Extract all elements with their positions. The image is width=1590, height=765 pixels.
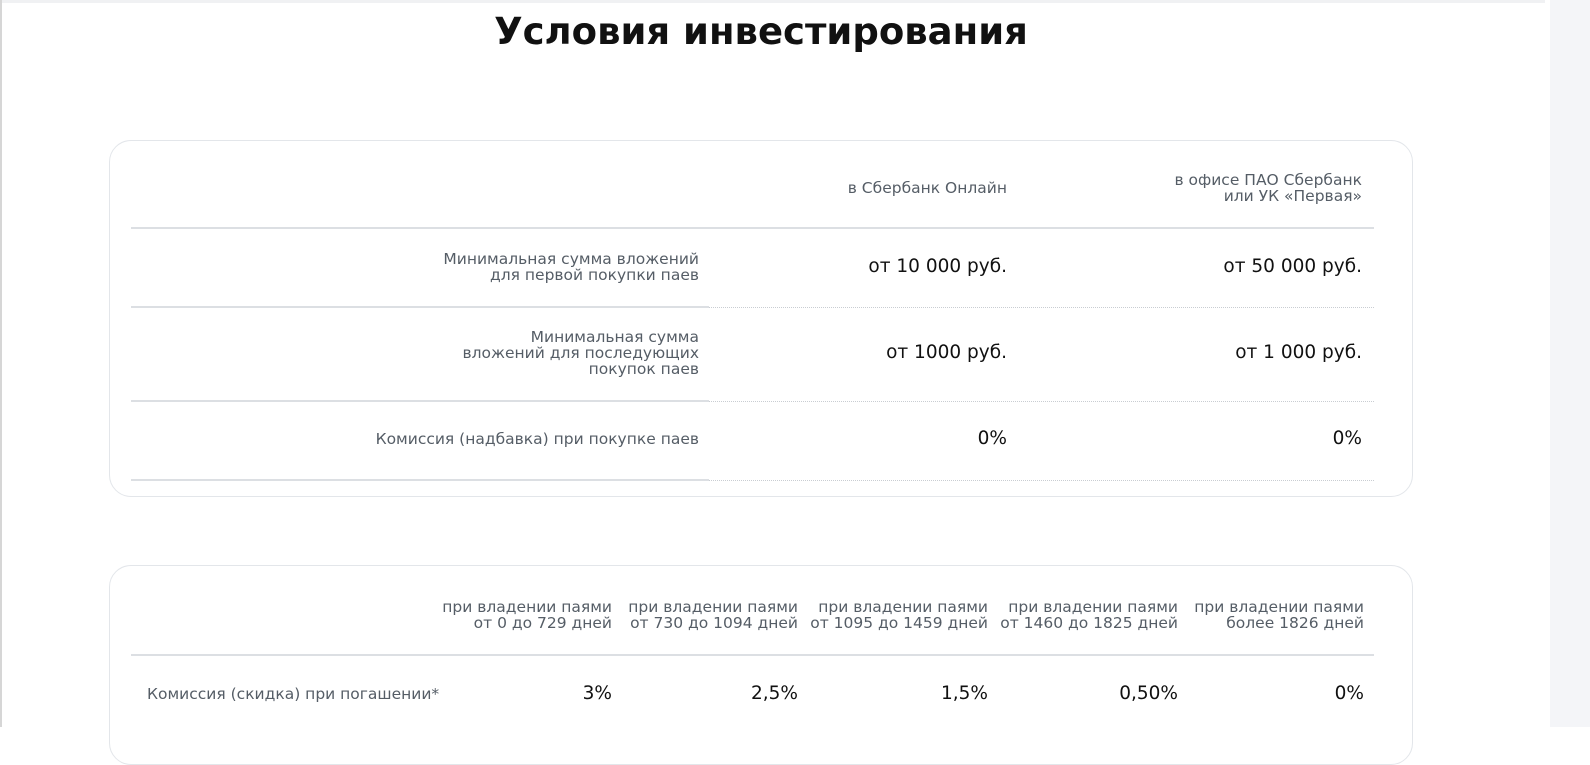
row-divider <box>131 306 709 308</box>
column-header-730-1094-days: при владении паями от 730 до 1094 дней <box>628 598 798 632</box>
row-label-purchase-fee: Комиссия (надбавка) при покупке паев <box>375 430 699 448</box>
column-header-over-1826-days: при владении паями более 1826 дней <box>1194 598 1364 632</box>
value-redemption-fee-730-1094: 2,5% <box>751 683 798 704</box>
row-divider-dotted <box>709 480 1374 481</box>
value-min-subsequent-office: от 1 000 руб. <box>1235 342 1362 363</box>
value-min-first-online: от 10 000 руб. <box>868 256 1007 277</box>
value-redemption-fee-1095-1459: 1,5% <box>941 683 988 704</box>
row-divider-dotted <box>709 401 1374 402</box>
redemption-conditions-card: при владении паями от 0 до 729 дней при … <box>109 565 1413 765</box>
row-label-min-first-purchase: Минимальная сумма вложений для первой по… <box>443 250 699 284</box>
value-redemption-fee-1460-1825: 0,50% <box>1119 683 1178 704</box>
value-min-subsequent-online: от 1000 руб. <box>886 342 1007 363</box>
column-header-sberbank-online: в Сбербанк Онлайн <box>847 179 1007 197</box>
window-left-edge <box>0 0 2 727</box>
value-redemption-fee-0-729: 3% <box>582 683 612 704</box>
header-divider <box>131 227 1374 229</box>
column-header-1095-1459-days: при владении паями от 1095 до 1459 дней <box>810 598 988 632</box>
row-label-min-subsequent-purchase: Минимальная сумма вложений для последующ… <box>462 328 699 378</box>
value-redemption-fee-over-1826: 0% <box>1334 683 1364 704</box>
value-min-first-office: от 50 000 руб. <box>1223 256 1362 277</box>
header-divider <box>131 654 1374 656</box>
column-header-1460-1825-days: при владении паями от 1460 до 1825 дней <box>1000 598 1178 632</box>
row-label-redemption-fee: Комиссия (скидка) при погашении* <box>147 685 440 703</box>
column-header-0-729-days: при владении паями от 0 до 729 дней <box>442 598 612 632</box>
row-divider <box>131 400 709 402</box>
window-top-edge <box>2 0 1545 3</box>
page-title: Условия инвестирования <box>494 10 1028 53</box>
row-divider <box>131 479 709 481</box>
value-purchase-fee-office: 0% <box>1332 428 1362 449</box>
value-purchase-fee-online: 0% <box>977 428 1007 449</box>
row-divider-dotted <box>709 307 1374 308</box>
purchase-conditions-card: в Сбербанк Онлайн в офисе ПАО Сбербанк и… <box>109 140 1413 497</box>
page-scrollbar[interactable] <box>1550 0 1590 727</box>
column-header-office: в офисе ПАО Сбербанк или УК «Первая» <box>1174 171 1362 205</box>
